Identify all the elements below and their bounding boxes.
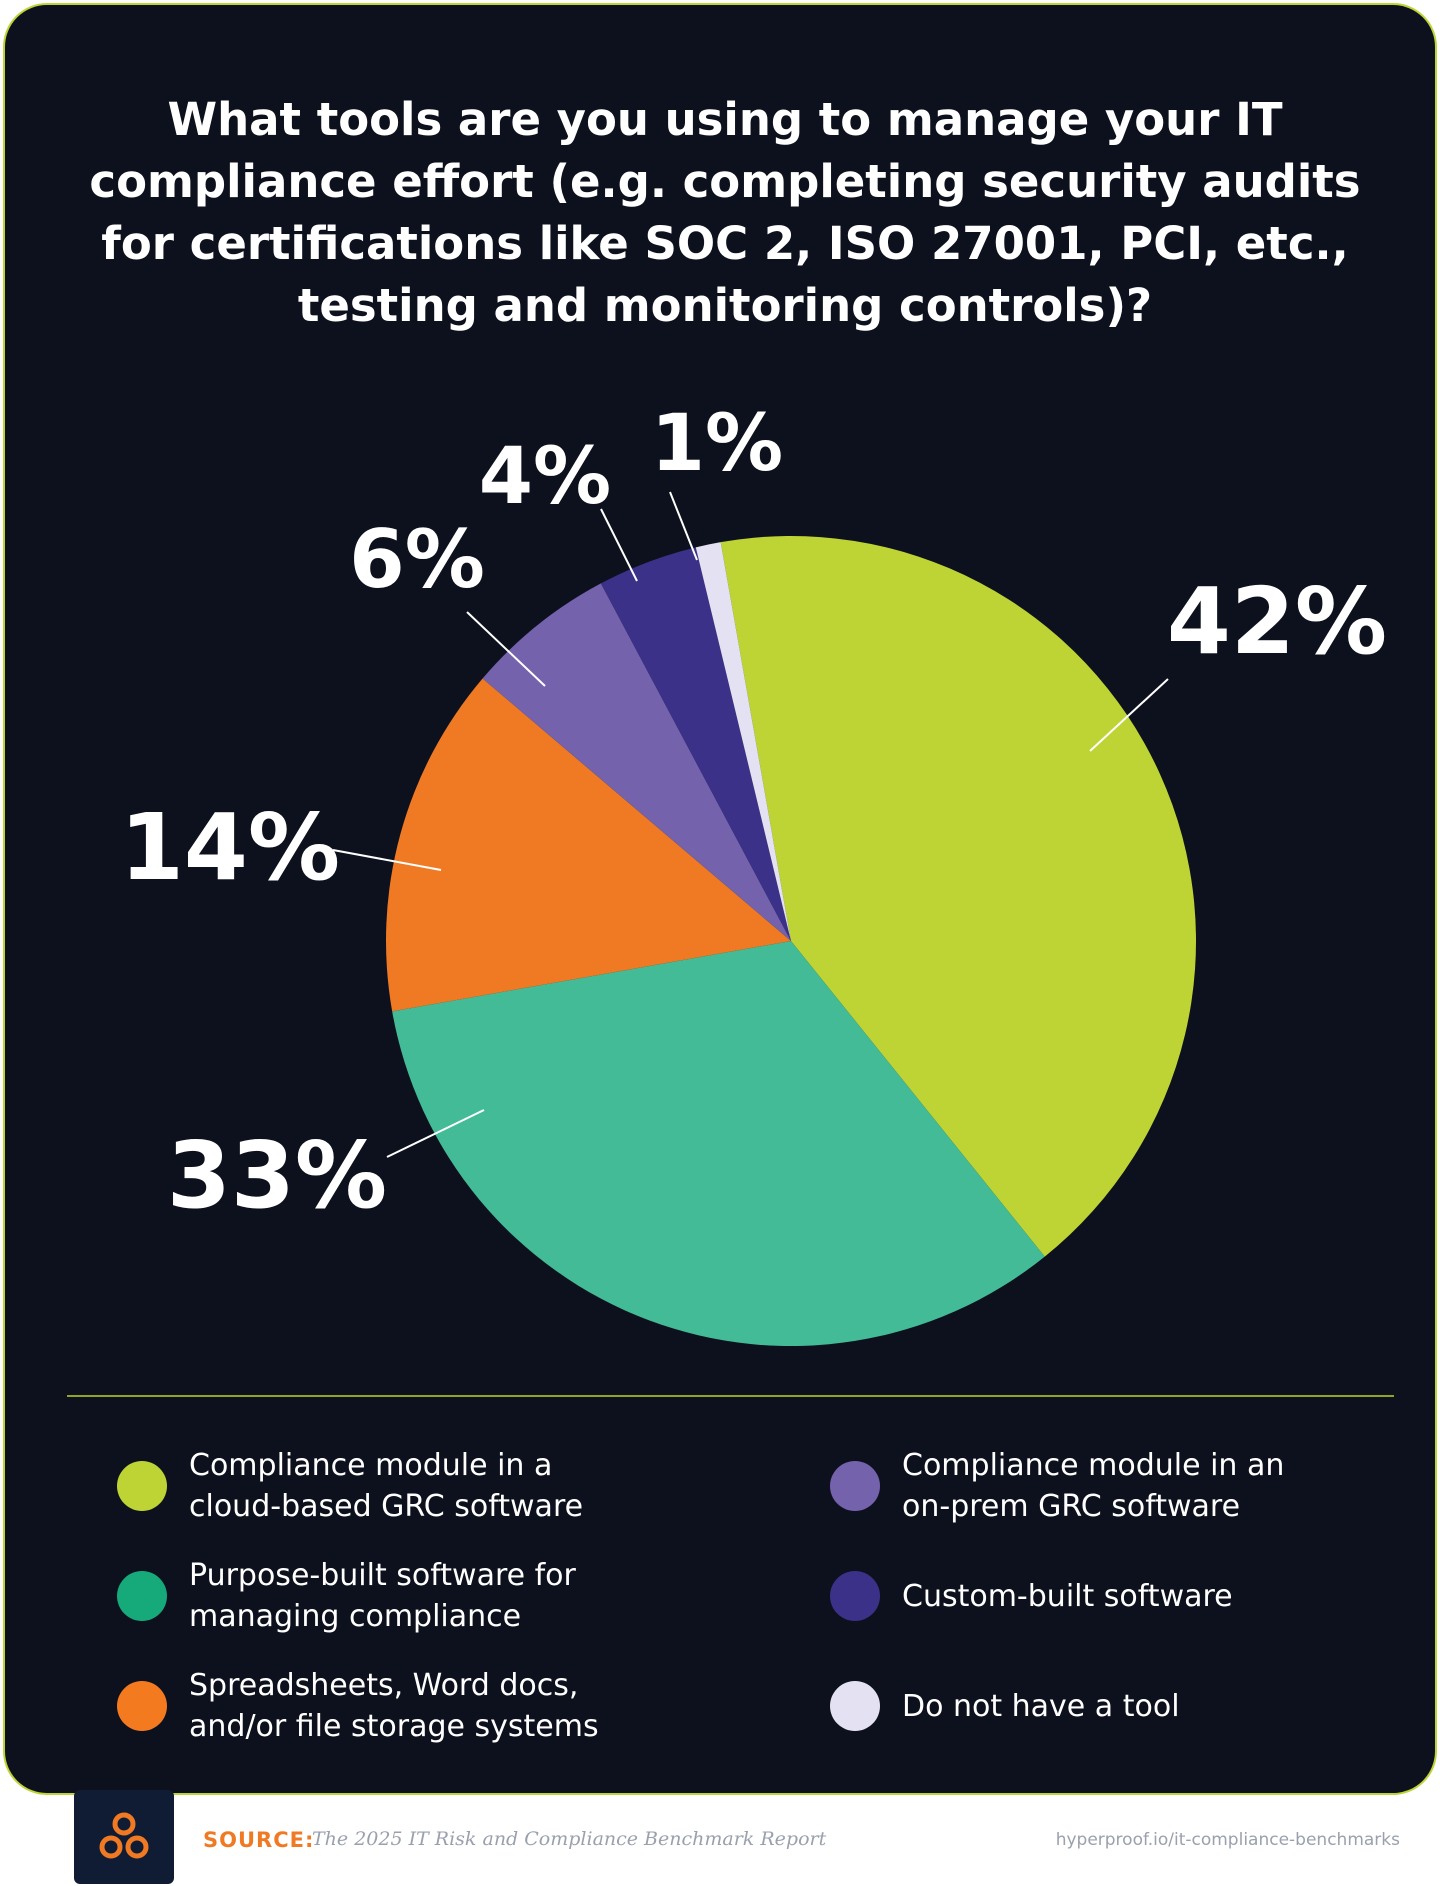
chart-title: What tools are you using to manage your … [89, 93, 1361, 332]
legend-label: Purpose-built software for managing comp… [189, 1558, 576, 1634]
source-label: SOURCE: [203, 1828, 315, 1852]
legend-label: Do not have a tool [902, 1688, 1180, 1724]
legend-swatch [117, 1571, 167, 1621]
legend-label: Compliance module in a cloud-based GRC s… [189, 1448, 584, 1524]
pie-slice [600, 547, 791, 941]
pie-slice [392, 941, 1045, 1346]
legend-item-purpose-built: Purpose-built software for managing comp… [117, 1555, 659, 1637]
data-label: 6% [349, 513, 485, 606]
leader-line [1089, 678, 1169, 752]
legend-swatch [830, 1461, 880, 1511]
legend-swatch [830, 1571, 880, 1621]
legend-swatch [117, 1461, 167, 1511]
pie-chart: 42% 33% 14% 6%4% 1% [120, 399, 1387, 1346]
source-url[interactable]: hyperproof.io/it-compliance-benchmarks [1055, 1830, 1400, 1850]
legend-item-spreadsheets: Spreadsheets, Word docs, and/or file sto… [117, 1665, 659, 1747]
pie-slice [386, 678, 791, 1012]
data-label: 14% [120, 794, 340, 901]
legend-item-cloud-grc: Compliance module in a cloud-based GRC s… [117, 1445, 659, 1527]
leader-line [600, 508, 638, 582]
legend-label: Spreadsheets, Word docs, and/or file sto… [189, 1668, 599, 1744]
legend-label: Compliance module in an on-prem GRC soft… [902, 1448, 1285, 1524]
legend-item-no-tool: Do not have a tool [830, 1681, 1372, 1731]
pie-slice [720, 535, 1196, 1257]
legend-item-custom-built: Custom-built software [830, 1571, 1372, 1621]
leader-line [466, 611, 546, 687]
pie-slice [482, 583, 791, 941]
source-text: The 2025 IT Risk and Compliance Benchmar… [312, 1828, 827, 1850]
legend-divider [67, 1395, 1394, 1397]
data-label: 4% [479, 432, 611, 522]
data-label: 42% [1167, 568, 1387, 675]
data-label: 1% [651, 399, 783, 489]
legend-item-on-prem-grc: Compliance module in an on-prem GRC soft… [830, 1445, 1372, 1527]
leader-line [669, 491, 698, 561]
legend-swatch [830, 1681, 880, 1731]
three-circles-logo-icon [99, 1812, 149, 1859]
hyperproof-logo [74, 1790, 174, 1884]
leader-line [386, 1109, 485, 1158]
pie-slice [695, 542, 791, 941]
chart-card: What tools are you using to manage your … [3, 3, 1437, 1795]
legend-label: Custom-built software [902, 1578, 1233, 1614]
data-label: 33% [167, 1122, 387, 1229]
leader-line [332, 849, 442, 871]
legend-swatch [117, 1681, 167, 1731]
